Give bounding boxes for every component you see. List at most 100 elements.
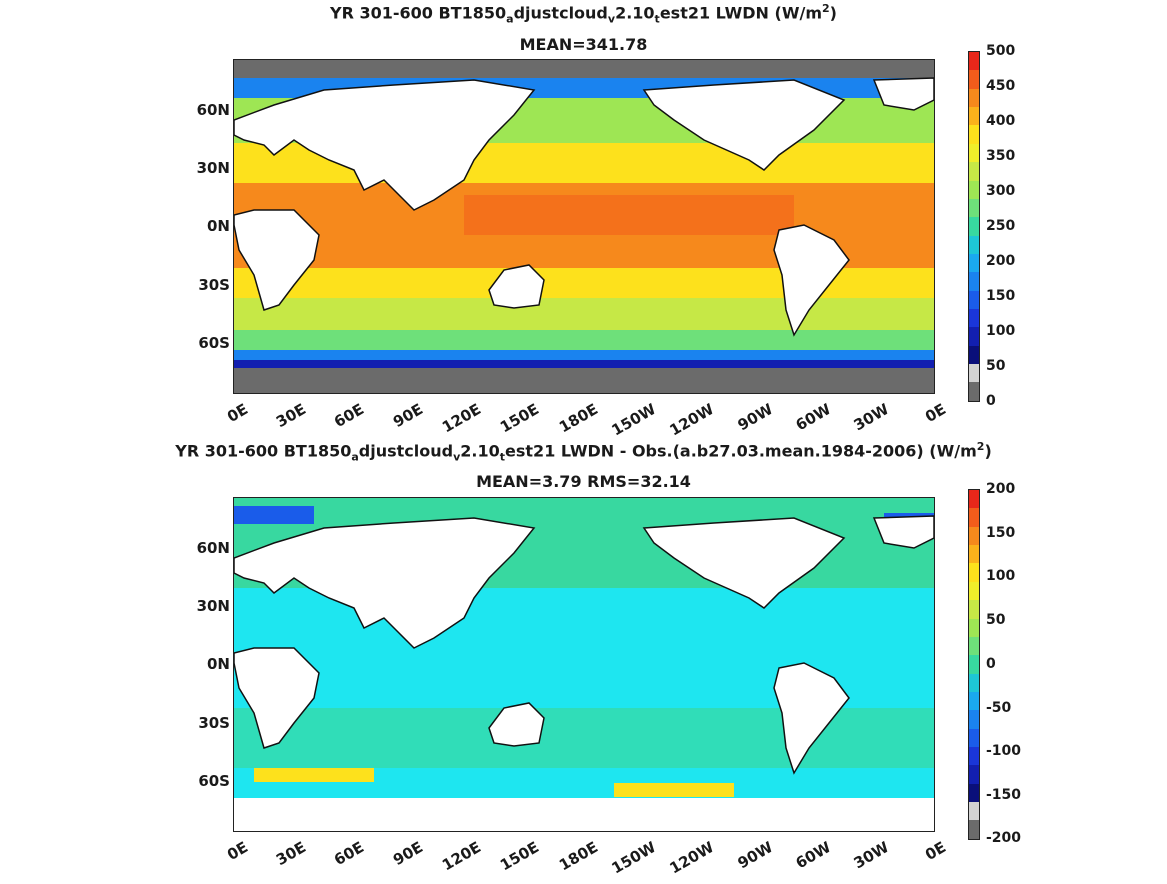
colorbar-segment [969,691,979,711]
colorbar-label: 150 [986,288,1016,304]
colorbar-segment [969,180,979,199]
colorbar-label: 100 [986,323,1016,339]
colorbar-segment [969,490,979,509]
lat-label: 60N [196,101,230,119]
colorbar-segment [969,600,979,619]
panel1-map [233,59,935,394]
lon-label: 90W [734,400,776,435]
lon-label: 90E [390,400,426,432]
panel2-title-sub: v [453,450,461,464]
lat-label: 30S [198,714,230,732]
colorbar-label: -50 [986,700,1012,716]
colorbar-segment [969,382,979,401]
colorbar-label: 100 [986,568,1016,584]
lon-label: 30E [273,838,309,870]
lon-label: 30W [850,838,892,873]
lon-label: 90E [390,838,426,870]
panel1-title-sub: v [607,12,616,26]
panel2-map [233,497,935,832]
colorbar-segment [969,765,979,784]
colorbar-segment [969,143,979,163]
lat-label: 0N [207,217,230,235]
colorbar-segment [969,747,979,766]
colorbar-segment [969,710,979,729]
colorbar-label: 0 [986,393,996,409]
panel1-title-part: YR 301-600 BT1850 [330,3,507,23]
lat-label: 60N [196,539,230,557]
lon-label: 150E [497,400,542,437]
lon-label: 60W [792,400,834,435]
colorbar-segment [969,581,979,601]
colorbar-segment [969,327,979,346]
panel2-title-sub: t [499,450,506,464]
colorbar-segment [969,364,979,383]
lon-label: 30E [273,400,309,432]
colorbar-segment [969,272,979,291]
lon-label: 150W [608,838,659,878]
colorbar-label: 0 [986,656,996,672]
colorbar-label: 300 [986,183,1016,199]
panel2-title-part: YR 301-600 BT1850 [175,441,352,461]
colorbar-segment [969,526,979,546]
lon-label: 150W [608,400,659,440]
colorbar-label: 350 [986,148,1016,164]
panel1-title-sup: 2 [822,2,830,15]
lon-label: 0E [922,400,949,426]
colorbar-label: 500 [986,43,1016,59]
colorbar-label: 450 [986,78,1016,94]
colorbar-label: 400 [986,113,1016,129]
lat-label: 0N [207,655,230,673]
colorbar-segment [969,290,979,310]
lat-label: 60S [198,772,230,790]
lon-label: 120W [666,400,717,440]
lon-label: 60W [792,838,834,873]
lon-label: 60E [331,838,367,870]
panel1-colorbar [968,51,980,402]
colorbar-segment [969,253,979,273]
colorbar-segment [969,728,979,748]
colorbar-segment [969,820,979,839]
lon-label: 30W [850,400,892,435]
colorbar-label: 250 [986,218,1016,234]
lon-label: 180E [556,838,601,875]
panel1-title: YR 301-600 BT1850adjustcloudv2.10test21 … [0,2,1167,26]
colorbar-segment [969,88,979,108]
lat-label: 30N [196,597,230,615]
panel1-title-sub: t [654,12,660,26]
panel2-title-part: ) [984,441,992,461]
panel2-title-part: djustcloud [358,441,454,461]
lon-label: 120E [439,400,484,437]
colorbar-segment [969,655,979,674]
colorbar-segment [969,107,979,126]
colorbar-label: -150 [986,787,1022,803]
panel2-colorbar [968,489,980,840]
panel2-title-part: 2.10 [460,441,500,461]
panel1-map-graphic [234,60,934,393]
colorbar-label: -100 [986,743,1022,759]
lon-label: 120W [666,838,717,878]
colorbar-segment [969,618,979,637]
panel1-title-part: djustcloud [513,3,608,23]
lat-label: 30N [196,159,230,177]
colorbar-segment [969,636,979,656]
colorbar-segment [969,563,979,582]
colorbar-segment [969,545,979,564]
colorbar-label: 200 [986,253,1016,269]
colorbar-label: 50 [986,358,1006,374]
colorbar-segment [969,345,979,365]
panel1-title-sub: a [506,12,514,26]
colorbar-segment [969,508,979,527]
panel2-title: YR 301-600 BT1850adjustcloudv2.10test21 … [0,440,1167,464]
colorbar-label: 150 [986,525,1016,541]
colorbar-label: -200 [986,830,1022,846]
colorbar-segment [969,309,979,328]
colorbar-segment [969,198,979,218]
lon-label: 150E [497,838,542,875]
lat-label: 30S [198,276,230,294]
colorbar-segment [969,673,979,692]
lon-label: 180E [556,400,601,437]
lon-label: 60E [331,400,367,432]
panel2-title-sub: a [351,450,359,464]
panel1-title-part: 2.10 [615,3,655,23]
colorbar-segment [969,802,979,821]
